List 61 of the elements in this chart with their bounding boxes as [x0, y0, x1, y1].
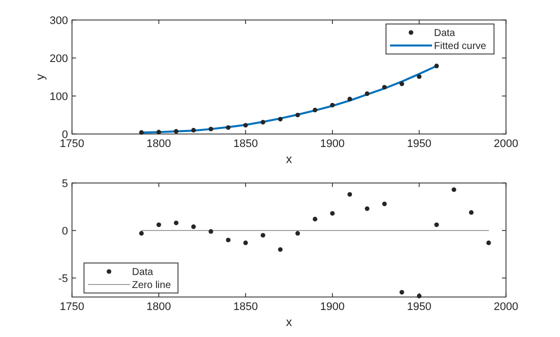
point	[226, 125, 231, 130]
y-tick-label: 5	[62, 178, 68, 190]
legend-label: Fitted curve	[434, 41, 487, 52]
point	[364, 206, 370, 211]
point	[226, 238, 231, 242]
x-tick-label: 1850	[233, 138, 258, 150]
point	[295, 112, 300, 118]
point	[278, 116, 283, 122]
point	[312, 216, 318, 222]
y-tick-label: 0	[62, 226, 68, 238]
point	[156, 222, 162, 228]
y-tick-label: -5	[58, 273, 68, 285]
point	[434, 222, 439, 228]
x-tick-label: 2000	[494, 301, 518, 313]
x-axis-title: x	[286, 315, 292, 329]
legend-label: Data	[434, 28, 456, 39]
point	[278, 247, 283, 252]
point	[486, 240, 491, 246]
point	[191, 128, 196, 132]
x-tick-label: 1800	[146, 301, 172, 313]
x-tick-label: 1950	[406, 138, 432, 150]
point	[416, 74, 422, 79]
point	[382, 84, 387, 90]
point	[243, 122, 248, 128]
y-tick-label: 300	[50, 15, 68, 27]
point	[434, 64, 439, 68]
x-tick-label: 1900	[320, 301, 345, 313]
point	[208, 229, 214, 234]
point	[295, 231, 300, 236]
point	[260, 120, 266, 125]
x-axis-title: x	[286, 152, 292, 166]
x-tick-label: 1750	[60, 301, 84, 313]
x-tick-label: 2000	[494, 138, 518, 150]
y-axis-title: y	[33, 74, 47, 80]
point	[330, 211, 335, 216]
point	[347, 192, 352, 197]
point	[330, 102, 335, 108]
y-tick-label: 200	[50, 53, 68, 65]
point	[174, 129, 178, 134]
x-tick-label: 1900	[320, 138, 345, 150]
point	[400, 290, 404, 295]
point	[347, 96, 352, 102]
point	[312, 108, 318, 112]
point	[468, 210, 474, 215]
x-tick-label: 1800	[146, 138, 172, 150]
point	[174, 220, 178, 226]
point	[452, 187, 456, 192]
point	[260, 232, 266, 238]
x-tick-label: 1850	[233, 301, 258, 313]
point	[400, 82, 404, 86]
legend-label: Zero line	[132, 280, 172, 291]
x-tick-label: 1750	[60, 138, 84, 150]
point	[364, 91, 370, 96]
point	[243, 240, 248, 246]
point	[208, 126, 214, 132]
y-tick-label: 100	[50, 91, 68, 103]
point	[191, 224, 196, 229]
point	[139, 231, 144, 236]
point	[382, 202, 387, 206]
legend-label: Data	[132, 267, 154, 278]
x-tick-label: 1950	[406, 301, 432, 313]
